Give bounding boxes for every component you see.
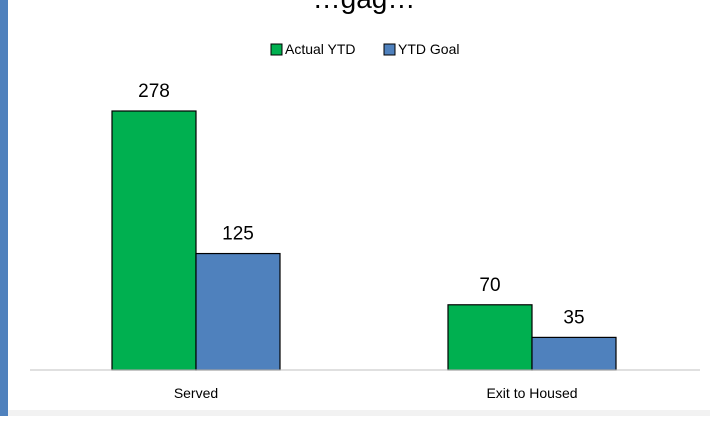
bar-served-ytd-goal	[195, 252, 281, 371]
bar-exit-to-housed-ytd-goal	[531, 336, 617, 371]
bars-group	[111, 110, 617, 371]
chart-left-border	[0, 0, 8, 416]
data-label-exit-to-housed-ytd-goal: 35	[563, 307, 584, 328]
legend-swatch-actual-ytd	[270, 43, 283, 56]
chart-title: …gag…	[313, 0, 416, 14]
chart-bottom-border	[8, 410, 710, 416]
x-axis-labels: Served Exit to Housed	[174, 385, 578, 401]
data-label-exit-to-housed-actual-ytd: 70	[479, 275, 500, 296]
x-tick-label-served: Served	[174, 385, 218, 401]
bar-exit-to-housed-actual-ytd	[447, 304, 533, 371]
value-labels-group: 278 125 70 35	[138, 81, 584, 328]
chart-legend: Actual YTD YTD Goal	[270, 41, 459, 57]
legend-label-actual-ytd: Actual YTD	[285, 41, 356, 57]
x-tick-label-exit-to-housed: Exit to Housed	[486, 385, 577, 401]
legend-swatch-ytd-goal	[383, 43, 396, 56]
data-label-served-ytd-goal: 125	[222, 224, 254, 245]
bar-served-actual-ytd	[111, 110, 197, 371]
legend-label-ytd-goal: YTD Goal	[398, 41, 459, 57]
data-label-served-actual-ytd: 278	[138, 81, 170, 102]
